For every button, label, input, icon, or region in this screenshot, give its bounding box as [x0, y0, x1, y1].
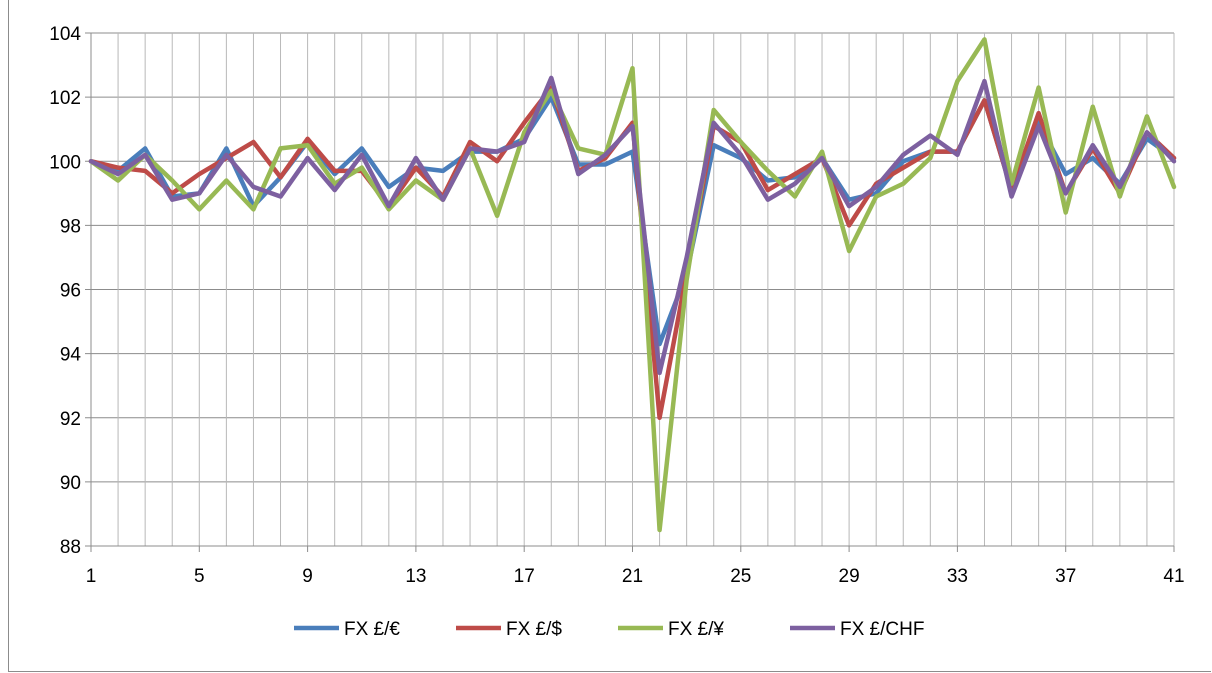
- y-tick-label: 94: [60, 345, 82, 366]
- x-tick-label: 41: [1163, 566, 1184, 587]
- y-tick-label: 92: [60, 409, 81, 430]
- x-tick-label: 33: [947, 566, 968, 587]
- y-tick-label: 90: [60, 473, 81, 494]
- legend-label-2: FX £/$: [506, 619, 562, 640]
- x-tick-label: 17: [514, 566, 535, 587]
- y-axis-ticks: 88 90 92 94 96 98 100 102 104: [49, 24, 91, 558]
- x-tick-label: 9: [302, 566, 313, 587]
- x-tick-label: 5: [194, 566, 205, 587]
- x-axis-ticks: 1 5 9 13 17 21 25 29 33 37 41: [86, 546, 1185, 587]
- x-tick-label: 25: [730, 566, 751, 587]
- chart-frame: 1 5 9 13 17 21 25 29 33 37 41 88 90 92 94 96 98 100 102 10…: [8, 0, 1211, 672]
- y-tick-label: 98: [60, 216, 81, 237]
- y-tick-label: 102: [49, 88, 81, 109]
- series-line-4: [88, 75, 1177, 376]
- x-tick-label: 21: [622, 566, 643, 587]
- y-tick-label: 104: [49, 24, 81, 45]
- legend: FX £/€ FX £/$ FX £/¥ FX £/CHF: [294, 619, 924, 640]
- x-tick-label: 1: [86, 566, 97, 587]
- y-tick-label: 100: [49, 152, 81, 173]
- series-lines: [88, 37, 1177, 533]
- y-tick-label: 88: [60, 537, 81, 558]
- legend-label-3: FX £/¥: [668, 619, 724, 640]
- y-tick-label: 96: [60, 281, 81, 302]
- line-chart: 1 5 9 13 17 21 25 29 33 37 41 88 90 92 94 96 98 100 102 10…: [49, 24, 1185, 640]
- legend-label-4: FX £/CHF: [840, 619, 924, 640]
- series-line-3: [88, 37, 1177, 533]
- x-tick-label: 37: [1055, 566, 1076, 587]
- x-tick-label: 29: [839, 566, 860, 587]
- legend-label-1: FX £/€: [344, 619, 400, 640]
- x-tick-label: 13: [405, 566, 426, 587]
- grid: [85, 32, 1175, 552]
